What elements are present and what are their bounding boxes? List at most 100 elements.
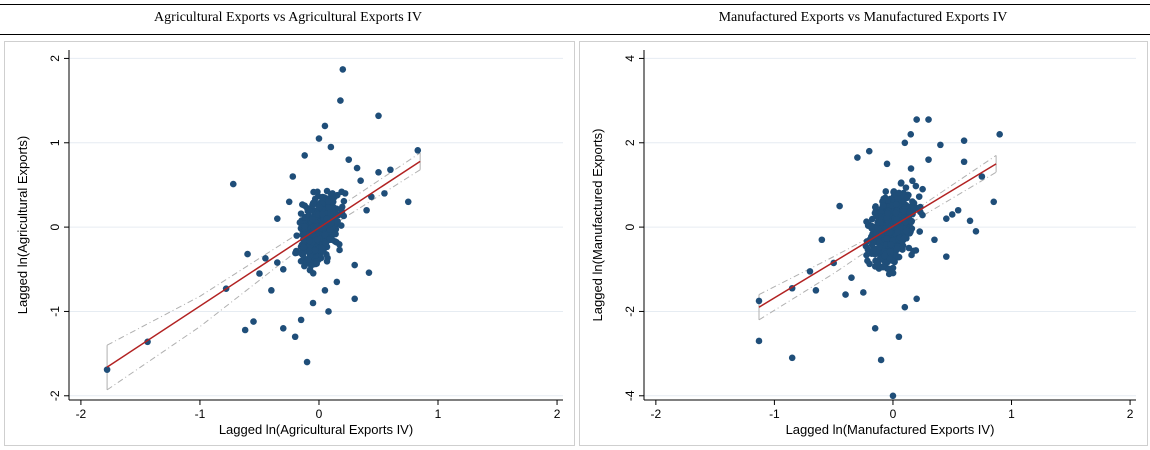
data-point: [375, 112, 382, 120]
data-point: [908, 251, 915, 259]
data-point: [943, 215, 950, 222]
data-point: [912, 182, 920, 190]
x-tick-label: 2: [1127, 407, 1134, 421]
data-point: [866, 260, 873, 268]
data-point: [279, 325, 287, 332]
data-point: [893, 215, 900, 223]
data-point: [268, 287, 275, 294]
data-point: [895, 189, 903, 197]
data-point: [884, 209, 891, 217]
data-point: [333, 278, 341, 286]
data-point: [954, 206, 962, 214]
ci-upper-line: [106, 152, 421, 346]
data-point: [300, 243, 308, 251]
data-point: [894, 195, 901, 202]
left-plot-frame: -2 -1 0 1 2 -2 -1 0 1 2 Lagged ln(Agricultural Exp…: [4, 41, 575, 446]
data-point: [241, 326, 249, 334]
data-point: [913, 116, 920, 123]
data-point: [363, 206, 370, 214]
data-point: [863, 251, 870, 259]
y-tick-label: -4: [623, 390, 637, 401]
data-point: [868, 215, 876, 223]
top-rule: [0, 4, 1150, 5]
data-point: [996, 131, 1003, 138]
y-axis-title: Lagged ln(Agricultural Exports): [15, 136, 30, 314]
data-point: [289, 173, 297, 180]
data-point: [341, 190, 349, 197]
data-point: [353, 164, 361, 172]
data-point: [351, 261, 358, 269]
data-point: [902, 184, 910, 191]
data-point: [309, 299, 317, 307]
x-tick-label: -1: [195, 407, 206, 421]
data-point: [894, 228, 901, 236]
data-point: [324, 204, 332, 211]
data-point: [907, 131, 915, 138]
data-point: [304, 256, 312, 263]
data-point: [916, 228, 924, 235]
x-tick-label: 2: [554, 407, 561, 421]
data-point: [326, 209, 334, 217]
data-point: [314, 236, 321, 243]
data-point: [324, 198, 332, 206]
data-point: [860, 289, 867, 296]
data-point: [305, 237, 313, 245]
data-point: [915, 193, 923, 200]
y-tick-label: 2: [48, 55, 62, 62]
left-panel-title: Agricultural Exports vs Agricultural Exp…: [154, 10, 422, 25]
data-point: [316, 203, 324, 211]
data-point: [357, 177, 364, 185]
data-point: [901, 303, 909, 311]
x-axis-title: Lagged ln(Agricultural Exports IV): [219, 422, 413, 437]
scatter-points: [103, 66, 422, 373]
data-point: [868, 222, 875, 230]
data-point: [755, 297, 763, 305]
data-point: [885, 265, 893, 273]
data-point: [314, 188, 321, 196]
data-point: [879, 263, 887, 271]
data-point: [882, 188, 890, 195]
y-tick-label: -2: [48, 390, 62, 401]
data-point: [414, 147, 422, 154]
data-point: [900, 234, 908, 242]
data-point: [897, 180, 905, 187]
y-tick-label: 2: [623, 139, 637, 146]
x-tick-label: 1: [435, 407, 442, 421]
title-rule: [0, 34, 1150, 35]
data-point: [755, 337, 763, 345]
x-tick-label: -2: [651, 407, 662, 421]
y-tick-label: 1: [48, 139, 62, 146]
data-point: [321, 231, 329, 239]
data-point: [869, 247, 877, 254]
data-point: [311, 247, 319, 254]
data-point: [893, 245, 901, 253]
data-point: [334, 218, 341, 225]
data-point: [310, 199, 317, 207]
data-point: [329, 198, 337, 206]
data-point: [865, 147, 873, 155]
data-point: [909, 177, 916, 185]
data-point: [960, 158, 968, 166]
data-point: [883, 160, 891, 168]
data-point: [262, 255, 269, 262]
data-point: [886, 248, 894, 255]
data-point: [907, 165, 915, 172]
data-point: [842, 291, 849, 298]
data-point: [874, 259, 882, 267]
data-point: [895, 253, 903, 261]
data-point: [806, 268, 814, 275]
data-point: [812, 287, 820, 294]
data-point: [293, 232, 301, 239]
x-tick-label: -1: [769, 407, 780, 421]
data-point: [306, 247, 313, 255]
data-point: [910, 205, 918, 213]
data-point: [336, 241, 343, 248]
data-point: [320, 247, 327, 254]
data-point: [315, 135, 323, 142]
right-scatter-chart: -2 -1 0 1 2 -4 -2 0 2 4 Lagged ln(Manufactured Exp…: [590, 50, 1136, 437]
data-point: [903, 194, 911, 202]
data-point: [250, 318, 257, 325]
y-tick-label: 4: [623, 55, 637, 62]
data-point: [854, 154, 861, 161]
data-point: [871, 325, 879, 332]
